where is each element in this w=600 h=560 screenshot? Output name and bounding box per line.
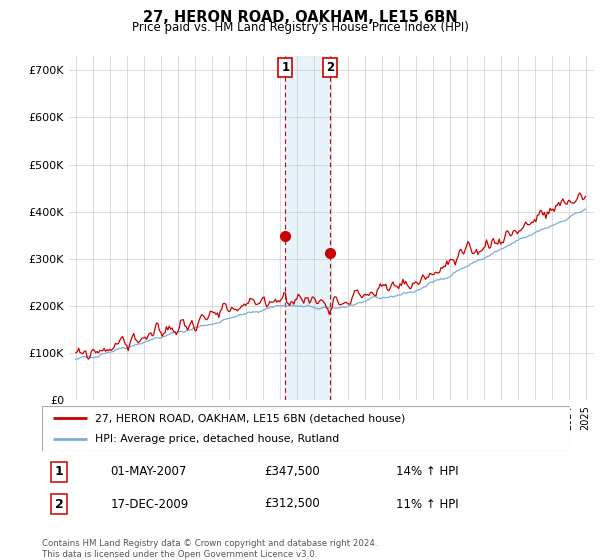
Text: 1: 1 (55, 465, 63, 478)
Text: 27, HERON ROAD, OAKHAM, LE15 6BN: 27, HERON ROAD, OAKHAM, LE15 6BN (143, 10, 457, 25)
Text: Price paid vs. HM Land Registry's House Price Index (HPI): Price paid vs. HM Land Registry's House … (131, 21, 469, 34)
Text: 2: 2 (55, 497, 63, 511)
Text: 01-MAY-2007: 01-MAY-2007 (110, 465, 187, 478)
FancyBboxPatch shape (42, 406, 570, 451)
Text: £312,500: £312,500 (264, 497, 320, 511)
Text: Contains HM Land Registry data © Crown copyright and database right 2024.
This d: Contains HM Land Registry data © Crown c… (42, 539, 377, 559)
Text: £347,500: £347,500 (264, 465, 320, 478)
Text: HPI: Average price, detached house, Rutland: HPI: Average price, detached house, Rutl… (95, 433, 339, 444)
Text: 14% ↑ HPI: 14% ↑ HPI (396, 465, 458, 478)
Text: 2: 2 (326, 61, 334, 74)
Text: 1: 1 (281, 61, 289, 74)
Bar (285, 56, 330, 400)
Text: 27, HERON ROAD, OAKHAM, LE15 6BN (detached house): 27, HERON ROAD, OAKHAM, LE15 6BN (detach… (95, 413, 405, 423)
Text: 11% ↑ HPI: 11% ↑ HPI (396, 497, 458, 511)
Text: 17-DEC-2009: 17-DEC-2009 (110, 497, 189, 511)
